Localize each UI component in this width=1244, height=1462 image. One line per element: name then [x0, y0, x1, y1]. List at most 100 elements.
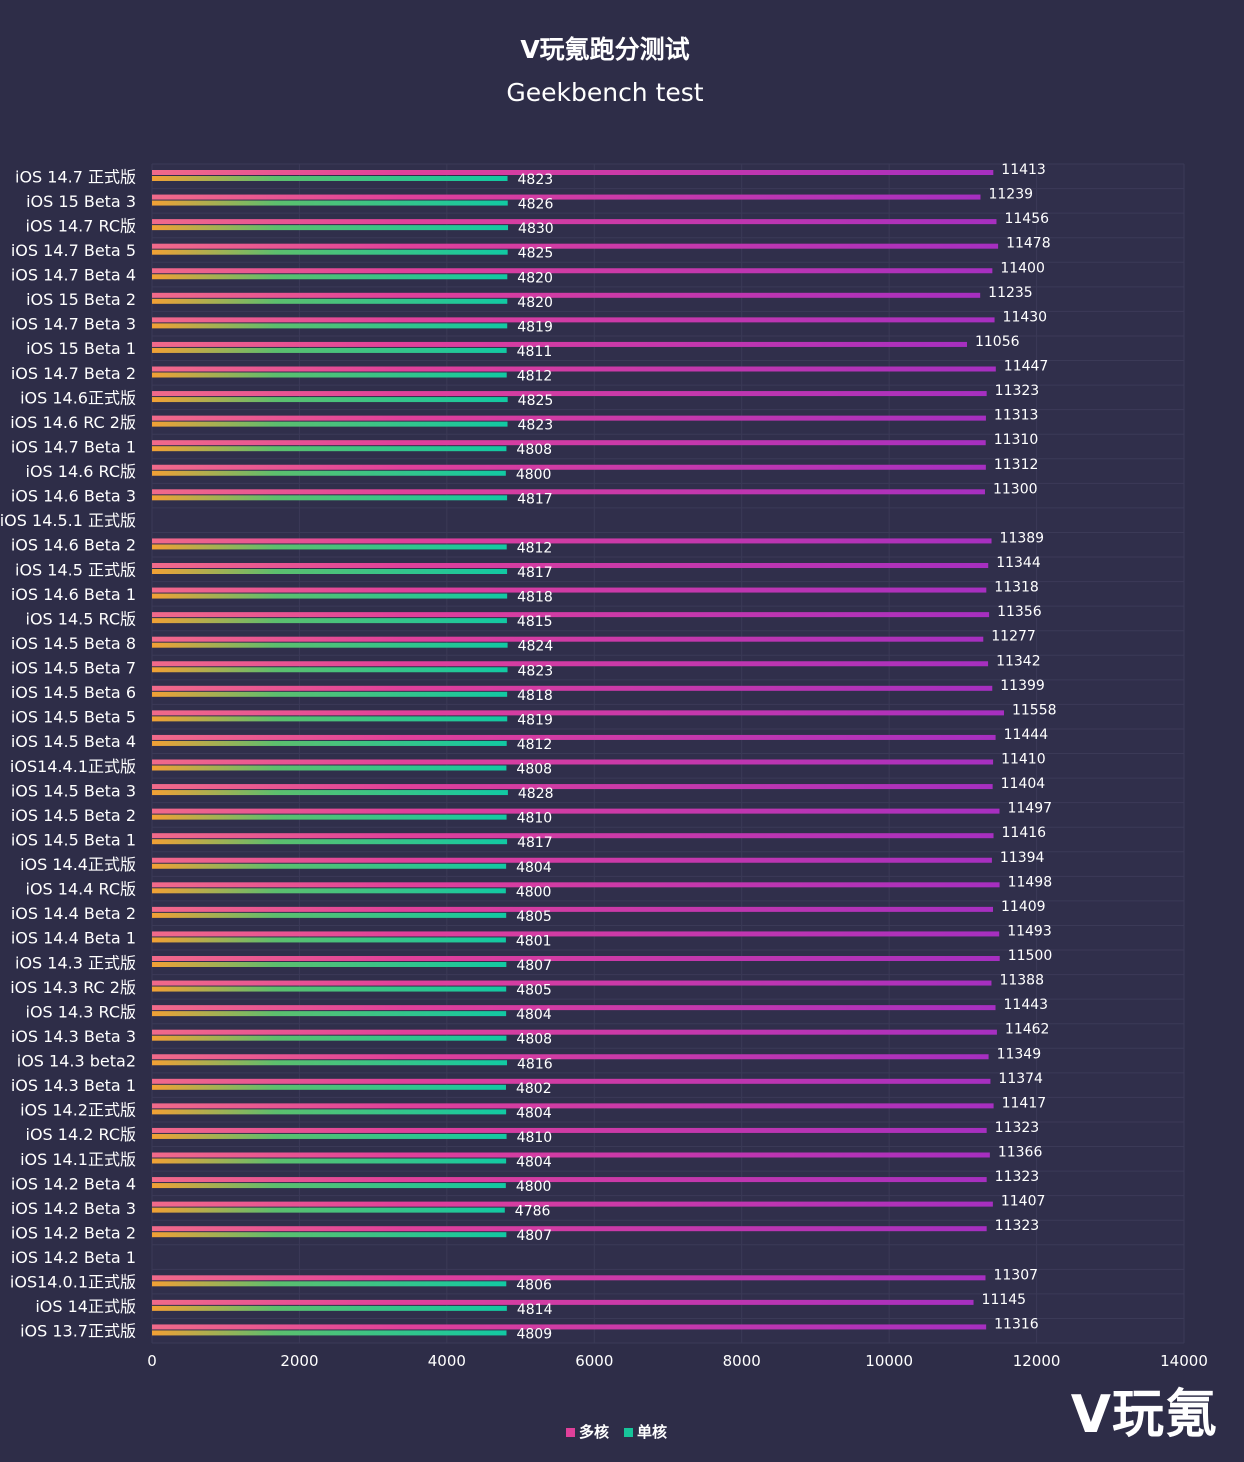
data-label-multi-core: 11493 [1007, 923, 1052, 939]
watermark-logo: V玩氪 [1070, 1385, 1218, 1445]
bar-multi-core [152, 194, 981, 200]
x-tick-label: 2000 [280, 1352, 318, 1370]
data-label-multi-core: 11444 [1004, 727, 1049, 743]
legend-label: 单核 [637, 1423, 667, 1441]
data-label-multi-core: 11410 [1001, 752, 1046, 768]
bar-multi-core [152, 710, 1004, 716]
category-label: iOS 14.2 RC版 [26, 1125, 137, 1144]
category-label: iOS 14.2 Beta 2 [11, 1223, 136, 1242]
bar-multi-core [152, 1054, 989, 1060]
data-label-single-core: 4805 [516, 909, 552, 925]
data-label-multi-core: 11312 [994, 457, 1039, 473]
data-label-multi-core: 11323 [995, 1120, 1040, 1136]
labels-layer: iOS 14.7 正式版 11413 4823 iOS 15 Beta 3 11239 4… [0, 162, 1057, 1342]
data-label-single-core: 4801 [516, 933, 552, 949]
data-label-single-core: 4809 [516, 1326, 552, 1342]
bar-multi-core [152, 759, 994, 765]
category-label: iOS 14.5.1 正式版 [0, 511, 136, 530]
x-tick-label: 4000 [428, 1352, 466, 1370]
category-label: iOS 13.7正式版 [20, 1322, 136, 1341]
data-label-single-core: 4810 [517, 1130, 553, 1146]
bar-multi-core [152, 882, 1000, 888]
data-label-multi-core: 11239 [988, 187, 1033, 203]
category-label: iOS 14.7 Beta 1 [11, 437, 136, 456]
data-label-single-core: 4812 [517, 737, 553, 753]
bar-single-core [152, 1109, 507, 1115]
data-label-single-core: 4804 [516, 860, 552, 876]
bar-single-core [152, 716, 508, 722]
x-tick-label: 6000 [575, 1352, 613, 1370]
data-label-multi-core: 11400 [1000, 260, 1045, 276]
bar-multi-core [152, 931, 1000, 937]
data-label-multi-core: 11342 [996, 653, 1041, 669]
bar-multi-core [152, 956, 1000, 961]
data-label-single-core: 4815 [517, 614, 553, 630]
bar-multi-core [152, 563, 989, 568]
x-tick-label: 14000 [1160, 1352, 1208, 1370]
data-label-multi-core: 11356 [997, 604, 1042, 620]
bar-single-core [152, 765, 507, 771]
category-label: iOS 14.4 Beta 1 [11, 929, 136, 948]
bar-multi-core [152, 587, 987, 593]
data-label-single-core: 4814 [517, 1302, 553, 1318]
bar-single-core [152, 1060, 508, 1066]
bar-multi-core [152, 857, 992, 863]
bar-single-core [152, 667, 508, 673]
category-label: iOS 14.5 Beta 6 [11, 683, 136, 702]
x-axis: 0 2000 4000 6000 8000 10000 12000 14000 [147, 1352, 1208, 1370]
data-label-multi-core: 11407 [1001, 1194, 1046, 1210]
category-label: iOS 14.6 RC 2版 [10, 413, 136, 432]
data-label-multi-core: 11349 [997, 1046, 1042, 1062]
bar-single-core [152, 1035, 507, 1041]
data-label-multi-core: 11323 [995, 383, 1040, 399]
data-label-single-core: 4828 [518, 786, 554, 802]
bar-multi-core [152, 1324, 987, 1330]
data-label-single-core: 4804 [516, 1105, 552, 1121]
bar-multi-core [152, 612, 990, 618]
bar-single-core [152, 814, 507, 820]
data-label-multi-core: 11497 [1007, 801, 1052, 817]
x-tick-label: 10000 [865, 1352, 913, 1370]
bar-single-core [152, 1084, 506, 1090]
data-label-multi-core: 11056 [975, 334, 1020, 350]
category-label: iOS 14.3 beta2 [17, 1052, 136, 1071]
data-label-single-core: 4804 [516, 1155, 552, 1171]
bar-multi-core [152, 292, 981, 298]
bar-single-core [152, 176, 508, 181]
data-label-multi-core: 11443 [1004, 997, 1049, 1013]
data-label-single-core: 4800 [516, 1179, 552, 1195]
data-label-single-core: 4817 [517, 835, 553, 851]
bar-single-core [152, 1330, 507, 1336]
data-label-multi-core: 11374 [998, 1071, 1043, 1087]
bar-single-core [152, 593, 508, 599]
bar-multi-core [152, 391, 987, 397]
category-label: iOS 14.5 Beta 3 [11, 781, 136, 800]
category-label: iOS 14.3 Beta 3 [11, 1027, 136, 1046]
data-label-multi-core: 11389 [1000, 530, 1045, 546]
data-label-multi-core: 11318 [994, 580, 1039, 596]
category-label: iOS 14.2正式版 [20, 1101, 136, 1120]
category-label: iOS 14.7 Beta 3 [11, 315, 136, 334]
category-label: iOS 14.5 Beta 7 [11, 659, 136, 678]
bar-single-core [152, 225, 509, 231]
bar-single-core [152, 912, 507, 918]
category-label: iOS 14.7 Beta 2 [11, 364, 136, 383]
bar-single-core [152, 1011, 507, 1017]
legend-swatch [624, 1428, 633, 1437]
data-label-single-core: 4818 [517, 590, 553, 606]
data-label-multi-core: 11416 [1002, 825, 1047, 841]
category-label: iOS 14.6 Beta 1 [11, 585, 136, 604]
bar-multi-core [152, 980, 992, 986]
bar-single-core [152, 839, 508, 845]
category-label: iOS 14.2 Beta 1 [11, 1248, 136, 1267]
bar-multi-core [152, 1005, 996, 1011]
legend-swatch [566, 1428, 575, 1437]
bar-single-core [152, 323, 508, 329]
category-label: iOS 14.5 Beta 4 [11, 732, 136, 751]
chart-subtitle: Geekbench test [506, 78, 703, 107]
data-label-multi-core: 11417 [1002, 1095, 1047, 1111]
data-label-multi-core: 11478 [1006, 236, 1051, 252]
data-label-single-core: 4826 [518, 197, 554, 213]
bar-multi-core [152, 1201, 993, 1207]
